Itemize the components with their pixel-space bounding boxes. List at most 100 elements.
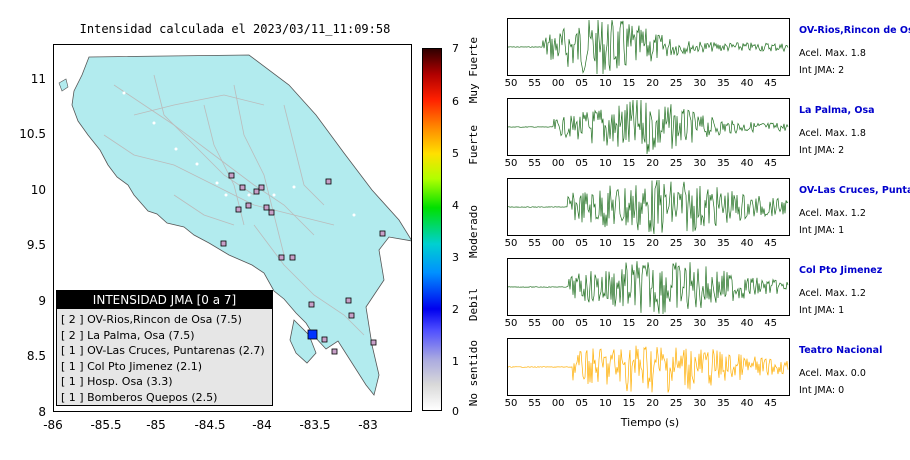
time-tick-label: 45 (764, 398, 777, 409)
y-tick: 8.5 (26, 349, 46, 363)
time-tick-label: 05 (575, 238, 589, 249)
land-mass (71, 54, 411, 396)
y-tick: 11 (30, 72, 46, 86)
station-max-accel: Acel. Max. 1.8 (799, 128, 866, 139)
map-title: Intensidad calculada el 2023/03/11_11:09… (79, 22, 391, 36)
station-max-accel: Acel. Max. 1.2 (799, 288, 866, 299)
time-tick-label: 40 (740, 238, 754, 249)
time-tick-label: 20 (646, 238, 659, 249)
colorbar-tick: 7 (452, 42, 459, 55)
time-tick-label: 40 (740, 158, 754, 169)
station-jma-intensity: Int JMA: 0 (799, 385, 845, 396)
time-tick-label: 15 (622, 78, 636, 89)
time-tick-label: 55 (528, 398, 541, 409)
time-tick-label: 35 (717, 78, 730, 89)
time-tick-label: 40 (740, 78, 754, 89)
intensity-colorbar (422, 48, 442, 411)
legend-item: [ 2 ] OV-Rios,Rincon de Osa (7.5) (61, 313, 242, 326)
colorbar-tick: 6 (452, 95, 459, 108)
time-tick-label: 30 (693, 318, 707, 329)
city-dots (122, 91, 356, 217)
time-tick-label: 10 (599, 318, 612, 329)
waveform-trace (507, 179, 789, 235)
station-jma-intensity: Int JMA: 1 (799, 305, 845, 316)
time-tick-label: 30 (693, 158, 707, 169)
colorbar-tick: 1 (452, 355, 459, 368)
station-max-accel: Acel. Max. 1.2 (799, 208, 866, 219)
x-tick: -83 (358, 418, 378, 432)
x-tick: -84.5 (194, 418, 226, 432)
seismogram-waveform (507, 261, 789, 315)
seismogram-waveform (508, 19, 789, 75)
time-tick-label: 35 (717, 158, 730, 169)
legend-title: INTENSIDAD JMA [0 a 7] (57, 291, 272, 309)
time-tick-label: 55 (528, 158, 541, 169)
nicoya-gulf-island (58, 78, 69, 92)
time-tick-label: 10 (599, 398, 612, 409)
colorbar-tick: 4 (452, 199, 459, 212)
station-name: OV-Rios,Rincon de Osa (799, 25, 910, 36)
time-tick-label: 55 (528, 318, 541, 329)
time-tick-label: 20 (646, 78, 659, 89)
time-tick-label: 45 (764, 238, 777, 249)
waveform-trace (507, 261, 789, 315)
time-tick-label: 30 (693, 398, 707, 409)
colorbar-label: Debil (467, 288, 480, 322)
seismogram-panel (507, 18, 790, 76)
seismogram-panel (507, 258, 790, 316)
waveform-trace (508, 19, 789, 75)
station-markers (220, 172, 386, 355)
time-tick-label: 50 (504, 78, 518, 89)
y-tick: 9 (38, 294, 46, 308)
y-tick: 10.5 (19, 127, 46, 141)
time-tick-label: 10 (599, 78, 612, 89)
time-tick-label: 25 (669, 78, 683, 89)
time-tick-label: 45 (764, 318, 777, 329)
time-tick-label: 30 (693, 78, 707, 89)
intensity-legend: INTENSIDAD JMA [0 a 7] [ 2 ] OV-Rios,Rin… (56, 290, 273, 406)
y-tick: 9.5 (26, 238, 46, 252)
time-tick-label: 10 (599, 158, 612, 169)
station-name: Teatro Nacional (799, 345, 883, 356)
y-tick: 8 (38, 405, 46, 419)
seismogram-waveform (507, 179, 789, 235)
time-tick-label: 50 (504, 238, 518, 249)
legend-item: [ 1 ] Hosp. Osa (3.3) (61, 375, 173, 388)
time-tick-label: 00 (551, 318, 565, 329)
time-tick-label: 30 (693, 238, 707, 249)
legend-item: [ 1 ] Col Pto Jimenez (2.1) (61, 359, 203, 373)
time-tick-label: 20 (646, 318, 659, 329)
seismogram-waveform (507, 99, 789, 155)
time-tick-label: 25 (669, 238, 683, 249)
time-tick-label: 15 (622, 398, 636, 409)
time-tick-label: 00 (551, 238, 565, 249)
time-tick-label: 15 (622, 158, 636, 169)
station-jma-intensity: Int JMA: 1 (799, 225, 845, 236)
time-tick-label: 05 (575, 318, 589, 329)
colorbar-label: Moderado (467, 205, 480, 258)
colorbar-tick: 5 (452, 147, 459, 160)
seismogram-panel (507, 98, 790, 156)
station-max-accel: Acel. Max. 1.8 (799, 48, 866, 59)
legend-item: [ 1 ] OV-Las Cruces, Puntarenas (2.7) (61, 344, 265, 357)
x-tick: -86 (43, 418, 63, 432)
time-tick-label: 05 (575, 158, 589, 169)
time-tick-label: 00 (551, 398, 565, 409)
colorbar-tick: 2 (452, 303, 459, 316)
time-tick-label: 55 (528, 238, 541, 249)
legend-item: [ 2 ] La Palma, Osa (7.5) (61, 328, 195, 342)
colorbar-tick: 3 (452, 251, 459, 264)
x-tick: -83.5 (299, 418, 331, 432)
colorbar-label: Muy Fuerte (467, 37, 480, 104)
time-tick-label: 20 (646, 158, 659, 169)
time-tick-label: 40 (740, 398, 754, 409)
colorbar-label: Fuerte (467, 125, 480, 165)
seismogram-panel (507, 338, 790, 396)
station-name: La Palma, Osa (799, 105, 875, 116)
road-network (103, 74, 365, 336)
time-tick-label: 05 (575, 398, 589, 409)
time-tick-label: 00 (551, 158, 565, 169)
time-tick-label: 25 (669, 398, 683, 409)
time-tick-label: 25 (669, 318, 683, 329)
x-tick: -85.5 (90, 418, 122, 432)
